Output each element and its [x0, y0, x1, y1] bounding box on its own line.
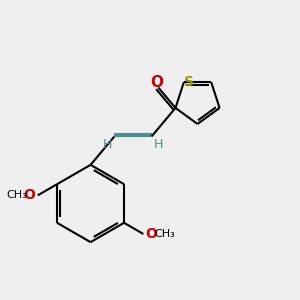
Text: S: S: [184, 75, 194, 89]
Text: H: H: [103, 138, 112, 151]
Text: CH₃: CH₃: [6, 190, 27, 200]
Text: CH₃: CH₃: [154, 229, 175, 239]
Text: O: O: [146, 227, 158, 241]
Text: O: O: [150, 76, 163, 91]
Text: O: O: [23, 188, 35, 202]
Text: H: H: [153, 138, 163, 151]
